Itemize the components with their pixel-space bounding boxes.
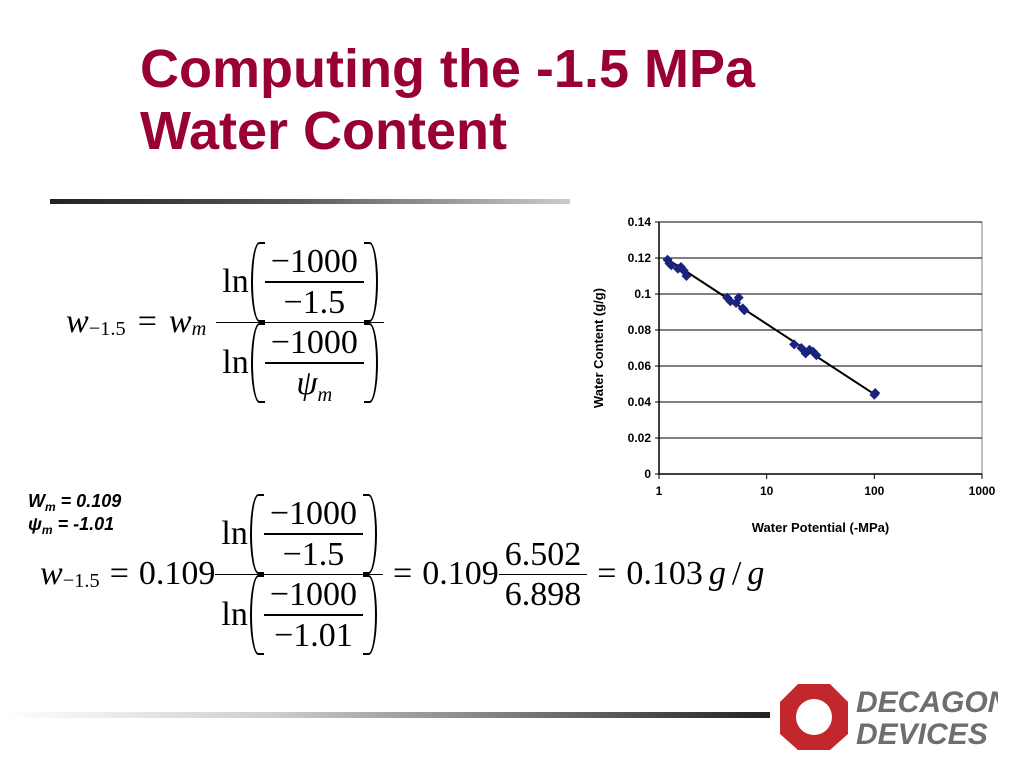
eq2-equals-2: = <box>393 555 413 593</box>
eq2-ratio: 6.502 6.898 <box>498 535 588 615</box>
title-divider <box>50 199 570 204</box>
x-tick-label: 1 <box>656 484 663 498</box>
plot-area <box>658 221 983 475</box>
data-point <box>789 339 800 350</box>
y-tick-label: 0.1 <box>634 287 651 301</box>
eq1-bottom-ln: ln <box>222 344 249 382</box>
eq1-lhs-sub: −1.5 <box>88 318 126 341</box>
eq1-equals: = <box>137 303 157 341</box>
wm-value-line: Wm = 0.109 <box>28 491 122 514</box>
water-retention-chart: 0 0.02 0.04 0.06 0.08 0.1 0.12 0.14 1 10 100 1000 Wa… <box>591 215 996 535</box>
eq2-main-fraction: ln −1000 −1.5 ln −1000 −1.01 <box>215 494 384 655</box>
data-point <box>681 271 692 281</box>
eq1-top-frac: −1000 −1.5 <box>264 242 364 322</box>
eq1-bottom-num: −1000 <box>270 324 358 362</box>
x-tick-label: 1000 <box>969 484 996 498</box>
eq2-lhs-var: w <box>40 555 63 593</box>
logo-inner-circle <box>796 699 832 735</box>
eq2-equals-1: = <box>109 555 129 593</box>
eq2-top-log: ln −1000 −1.5 <box>215 494 383 574</box>
eq2-top-paren: −1000 −1.5 <box>249 494 378 574</box>
eq2-coef: 0.109 <box>138 555 216 593</box>
trendline <box>664 257 876 396</box>
eq1-bottom-log: ln −1000 ψm <box>216 323 384 406</box>
y-tick-label: 0.04 <box>628 395 652 409</box>
eq2-top-num: −1000 <box>269 495 358 532</box>
data-point <box>666 260 677 271</box>
y-tick-label: 0.02 <box>628 431 652 445</box>
eq1-bottom-den: ψm <box>296 364 333 406</box>
eq1-main-bar <box>216 321 384 324</box>
data-point <box>739 305 750 316</box>
data-point <box>870 388 881 398</box>
slide-title: Computing the -1.5 MPa Water Content <box>140 38 840 162</box>
eq2-unit-slash: / <box>731 555 742 593</box>
x-tick-label: 10 <box>760 484 774 498</box>
eq2-equals-3: = <box>597 555 617 593</box>
logo-text-line-2: DEVICES <box>856 718 988 751</box>
eq2-unit-g2: g <box>747 555 765 593</box>
eq1-top-ln: ln <box>222 263 249 301</box>
psi-value-line: ψm = -1.01 <box>28 514 115 538</box>
eq1-top-log: ln −1000 −1.5 <box>216 242 384 322</box>
eq1-top-num: −1000 <box>270 243 358 280</box>
title-line-2: Water Content <box>140 101 507 162</box>
eq2-bottom-frac: −1000 −1.01 <box>263 575 364 655</box>
decagon-devices-logo: DECAGON DEVICES <box>780 684 998 751</box>
data-point <box>811 350 822 361</box>
eq1-lhs-var: w <box>66 303 89 341</box>
eq2-ratio-den: 6.898 <box>504 576 582 614</box>
eq2-bottom-log: ln −1000 −1.01 <box>215 575 383 655</box>
data-point <box>731 298 742 308</box>
eq1-bottom-paren: −1000 ψm <box>250 323 378 406</box>
y-axis-label: Water Content (g/g) <box>591 288 606 408</box>
data-point <box>675 262 686 272</box>
x-axis-label: Water Potential (-MPa) <box>752 520 889 535</box>
eq1-top-paren: −1000 −1.5 <box>250 242 378 322</box>
eq2-top-ln: ln <box>221 515 248 553</box>
eq2-bottom-paren: −1000 −1.01 <box>249 575 378 655</box>
eq2-top-den: −1.5 <box>282 535 345 573</box>
eq2-top-frac: −1000 −1.5 <box>263 494 364 574</box>
y-tick-label: 0 <box>644 467 651 481</box>
eq1-bottom-frac: −1000 ψm <box>264 323 364 406</box>
eq2-ratio-num: 6.502 <box>504 535 582 573</box>
eq2-coef-2: 0.109 <box>422 555 499 593</box>
eq1-rhs-var: w <box>168 303 192 341</box>
equation-numeric: w −1.5 = 0.109 ln −1000 −1.5 ln −1000 <box>40 494 764 655</box>
eq2-unit-g1: g <box>708 555 726 593</box>
eq2-bottom-ln: ln <box>221 596 248 634</box>
data-point <box>733 292 744 303</box>
parameter-values: Wm = 0.109 ψm = -1.01 <box>28 490 121 537</box>
y-tick-label: 0.14 <box>628 215 652 229</box>
eq2-main-bar <box>215 573 384 576</box>
logo-text-line-1: DECAGON <box>856 686 998 719</box>
eq2-lhs-sub: −1.5 <box>62 570 100 593</box>
title-line-1: Computing the -1.5 MPa <box>140 39 756 99</box>
eq2-bottom-den: −1.01 <box>274 616 353 654</box>
eq2-result: 0.103 <box>626 555 703 593</box>
eq1-main-fraction: ln −1000 −1.5 ln −1000 ψm <box>216 242 384 406</box>
footer-divider <box>0 712 770 718</box>
y-tick-label: 0.06 <box>628 359 652 373</box>
eq1-top-den: −1.5 <box>283 283 346 321</box>
eq2-bottom-num: −1000 <box>269 576 358 614</box>
eq1-rhs-sub: m <box>191 318 207 341</box>
data-point <box>725 296 736 307</box>
data-point <box>722 292 733 303</box>
y-tick-label: 0.08 <box>628 323 652 337</box>
y-tick-label: 0.12 <box>628 251 652 265</box>
x-tick-label: 100 <box>864 484 884 498</box>
